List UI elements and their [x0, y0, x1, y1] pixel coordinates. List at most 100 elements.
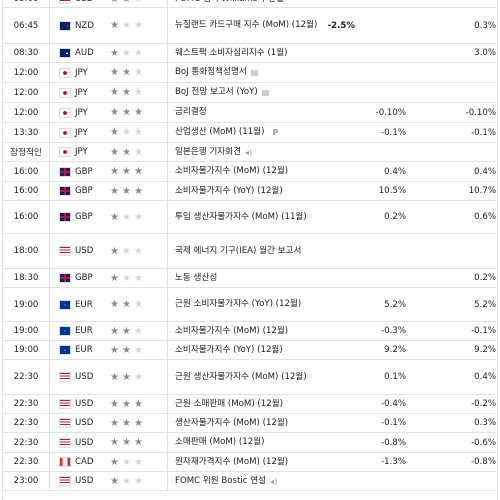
event-name: 소매판매 (MoM) (12월)	[175, 433, 325, 452]
currency: JPY	[75, 127, 88, 138]
importance: ★★★	[106, 453, 168, 471]
star: ★	[133, 272, 143, 284]
previous: 0.6%	[474, 212, 496, 222]
importance: ★★★	[106, 472, 168, 490]
event-name: 근원 소비자물가지수 (YoY) (12월)	[175, 288, 325, 321]
importance: ★★★	[106, 269, 168, 287]
star: ★	[133, 185, 143, 197]
time: 22:30	[3, 395, 50, 413]
forecast	[355, 269, 406, 287]
event-name: 일본은행 기자회견 ◂)	[175, 143, 325, 161]
event-text: 근원 소비자물가지수 (YoY) (12월)	[175, 299, 302, 309]
star: ★	[121, 47, 131, 59]
forecast: 0.2%	[384, 212, 406, 222]
flag	[59, 201, 71, 233]
star: ★	[110, 475, 119, 487]
calendar-row: 19:00 EUR ★ ★ ★ 소비자물가지수 (YoY) (12월) 9.2% 9.2%	[3, 341, 497, 360]
forecast: 0.1%	[384, 372, 406, 382]
previous	[413, 63, 496, 82]
flag	[59, 83, 71, 102]
actual	[303, 0, 355, 7]
currency: EUR	[75, 299, 93, 310]
flag	[59, 44, 71, 62]
star: ★	[110, 325, 119, 337]
forecast: 9.2%	[384, 345, 406, 355]
star: ★	[133, 87, 143, 98]
importance: ★★★	[106, 288, 168, 321]
star: ★	[110, 245, 119, 257]
actual	[303, 341, 355, 359]
time: 19:00	[3, 288, 50, 321]
event-text: 생산자물가지수 (MoM) (12월)	[175, 417, 289, 428]
flag	[59, 234, 71, 268]
flag-icon	[59, 166, 71, 177]
actual	[303, 182, 355, 200]
star: ★	[133, 299, 143, 310]
event-text: 국제 에너지 기구(IEA) 월간 보고서	[175, 245, 302, 256]
forecast	[355, 143, 406, 161]
event-name: FOMC 위원 Bostic 연설 ◂)	[175, 472, 325, 490]
star: ★	[110, 344, 119, 356]
currency: AUD	[75, 48, 94, 58]
calendar-row: 19:00 EUR ★ ★ ★ 소비자물가지수 (MoM) (12월) -0.3% -0.1%	[3, 322, 497, 341]
currency: JPY	[75, 107, 88, 118]
flag	[59, 395, 71, 413]
flag-icon	[59, 127, 71, 138]
actual	[303, 472, 355, 490]
star: ★	[110, 20, 119, 31]
flag	[59, 63, 71, 82]
flag	[59, 322, 71, 340]
currency: NZD	[75, 20, 94, 31]
time: 16:00	[3, 182, 50, 200]
forecast	[355, 472, 406, 490]
previous	[413, 472, 496, 490]
importance: ★★★	[106, 103, 168, 122]
forecast	[355, 8, 406, 43]
event-name: FOMC 멤버 Williams가 연설	[175, 0, 325, 7]
currency: GBP	[75, 166, 93, 177]
star: ★	[133, 417, 143, 429]
event-text: 일본은행 기자회견	[175, 146, 241, 157]
flag-icon	[59, 20, 71, 31]
star: ★	[121, 245, 131, 257]
star: ★	[121, 166, 131, 177]
star: ★	[133, 245, 143, 257]
previous	[413, 143, 496, 161]
calendar-row: 18:30 GBP ★ ★ ★ 노동 생산성 0.2%	[3, 269, 497, 288]
previous: -0.1%	[471, 326, 496, 336]
actual	[303, 234, 355, 268]
flag	[59, 103, 71, 122]
actual	[303, 433, 355, 452]
actual	[303, 83, 355, 102]
time: 22:30	[3, 433, 50, 452]
event-name: 근원 생산자물가지수 (MoM) (12월)	[175, 360, 325, 394]
currency: EUR	[75, 345, 93, 355]
star: ★	[121, 146, 131, 158]
actual	[303, 414, 355, 432]
flag-icon	[59, 186, 71, 196]
calendar-row: 잠정적인 JPY ★ ★ ★ 일본은행 기자회견 ◂)	[3, 143, 497, 162]
time: 19:00	[3, 341, 50, 359]
flag-icon	[59, 273, 71, 283]
importance: ★★★	[106, 341, 168, 359]
flag	[59, 433, 71, 452]
event-text: 투입 생산자물가지수 (MoM) (11월)	[175, 211, 307, 222]
currency: GBP	[75, 212, 93, 222]
flag	[59, 288, 71, 321]
event-name: 소비자물가지수 (MoM) (12월)	[175, 162, 325, 181]
previous: 10.7%	[468, 186, 496, 196]
actual	[303, 288, 355, 321]
time: 23:00	[3, 472, 50, 490]
calendar-row: 23:00 USD ★ ★ ★ FOMC 위원 Bostic 연설 ◂)	[3, 472, 497, 491]
flag	[59, 182, 71, 200]
time: 22:30	[3, 453, 50, 471]
currency: GBP	[75, 273, 93, 283]
event-text: 소비자물가지수 (MoM) (12월)	[175, 166, 289, 176]
star: ★	[121, 272, 131, 284]
star: ★	[121, 87, 131, 98]
currency: USD	[75, 476, 94, 486]
importance: ★★★	[106, 123, 168, 142]
flag-icon	[59, 147, 71, 157]
star: ★	[121, 127, 131, 138]
star: ★	[133, 456, 143, 468]
